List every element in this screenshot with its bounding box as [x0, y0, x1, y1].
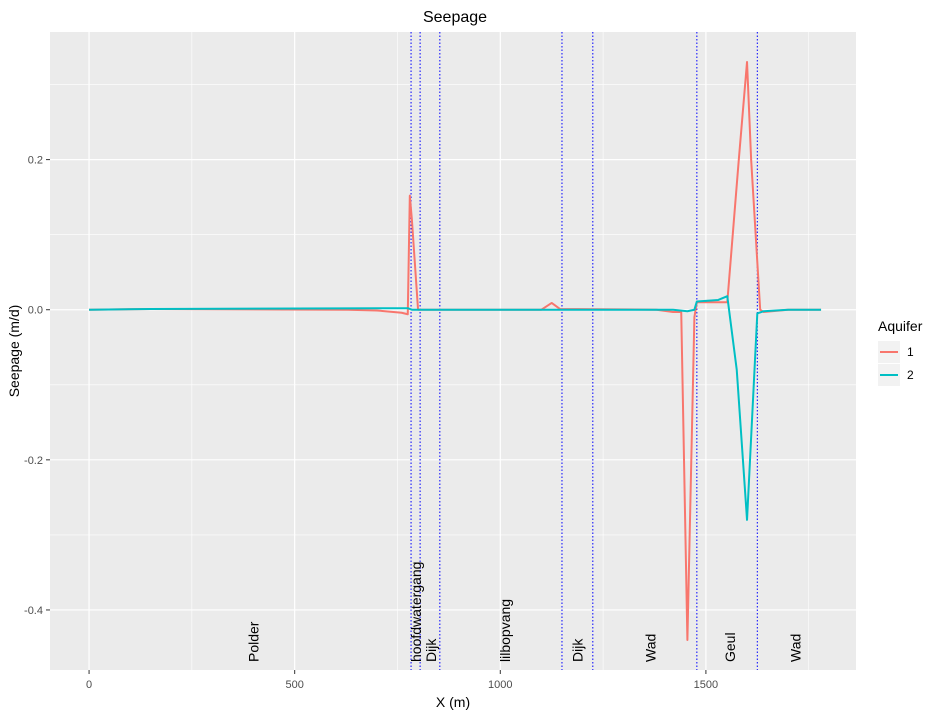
zone-label: hoofdwatergang: [408, 562, 424, 662]
x-axis: 0 500 1000 1500: [86, 670, 718, 691]
legend-title: Aquifer: [878, 318, 923, 334]
zone-label: lilbopvang: [497, 599, 513, 662]
y-tick-label: 0.0: [28, 305, 43, 317]
zone-boundaries: [410, 32, 758, 670]
series-lines: [89, 61, 822, 641]
zone-labels: Polder hoofdwatergang Dijk lilbopvang Dijk Wa…: [246, 562, 804, 662]
x-axis-title: X (m): [436, 694, 470, 710]
zone-label: Wad: [642, 634, 658, 662]
y-axis-title: Seepage (m/d): [6, 305, 22, 398]
y-tick-label: 0.2: [28, 155, 43, 167]
chart-title: Seepage: [423, 9, 487, 26]
y-tick-label: -0.2: [24, 455, 43, 467]
y-axis: -0.4 -0.2 0.0 0.2: [24, 155, 50, 617]
series-line-aquifer-1: [89, 61, 822, 641]
x-tick-label: 1000: [488, 679, 512, 691]
x-tick-label: 500: [285, 679, 303, 691]
series-line-aquifer-2: [89, 295, 822, 521]
zone-label: Polder: [246, 621, 262, 662]
legend-label: 2: [907, 368, 914, 382]
x-tick-label: 0: [86, 679, 92, 691]
legend-label: 1: [907, 345, 914, 359]
zone-label: Dijk: [423, 638, 439, 662]
plot-panel: [50, 32, 856, 670]
zone-label: Dijk: [570, 638, 586, 662]
zone-label: Geul: [722, 632, 738, 662]
zone-label: Wad: [788, 634, 804, 662]
x-tick-label: 1500: [694, 679, 718, 691]
y-tick-label: -0.4: [24, 605, 43, 617]
legend: Aquifer 1 2: [878, 318, 923, 386]
grid-minor: [50, 32, 856, 670]
